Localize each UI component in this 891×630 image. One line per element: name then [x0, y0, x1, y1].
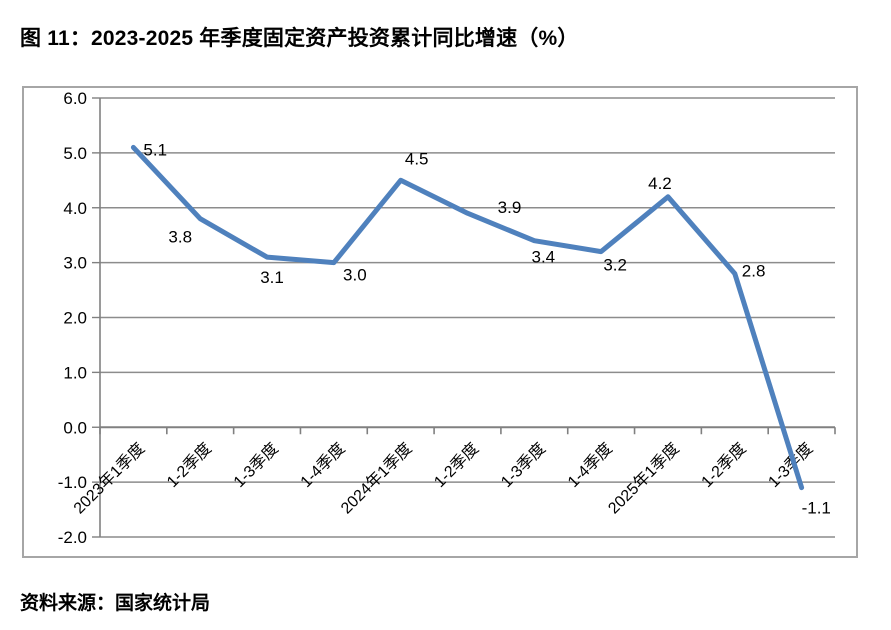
- data-label: -1.1: [802, 499, 831, 518]
- data-label: 3.4: [531, 248, 555, 267]
- y-axis-label: 4.0: [63, 199, 87, 218]
- x-axis-label: 1-4季度: [297, 439, 349, 491]
- data-label: 3.8: [168, 228, 192, 247]
- figure-title: 图 11：2023-2025 年季度固定资产投资累计同比增速（%）: [20, 27, 579, 50]
- chart-area: 6.0 5.0 4.0 3.0 2.0 1.0 0.0 -1.0 -2.0 2023年1季度 1-2…: [22, 86, 858, 558]
- y-axis-label: -2.0: [58, 528, 87, 547]
- data-label: 3.9: [498, 198, 522, 217]
- data-label: 5.1: [143, 140, 167, 159]
- data-label: 4.2: [648, 174, 672, 193]
- y-axis-label: 2.0: [63, 309, 87, 328]
- y-axis-label: 0.0: [63, 418, 87, 437]
- y-axis-label: 1.0: [63, 363, 87, 382]
- y-axis-label: 5.0: [63, 144, 87, 163]
- data-label: 3.0: [343, 266, 367, 285]
- x-axis-label: 1-4季度: [564, 439, 616, 491]
- series-line: [130, 144, 805, 491]
- data-label: 4.5: [405, 149, 429, 168]
- x-axis-label: 1-2季度: [431, 439, 483, 491]
- y-axis-label: -1.0: [58, 473, 87, 492]
- data-label: 2.8: [742, 262, 766, 281]
- data-label: 3.2: [603, 256, 627, 275]
- x-axis-label: 1-2季度: [698, 439, 750, 491]
- y-axis-label: 6.0: [63, 89, 87, 108]
- x-axis-label: 2025年1季度: [605, 439, 683, 517]
- x-axis-label: 1-2季度: [163, 439, 215, 491]
- x-axis-label: 2024年1季度: [337, 439, 415, 517]
- x-axis-label: 1-3季度: [497, 439, 549, 491]
- data-label: 3.1: [260, 268, 284, 287]
- x-axis-label: 1-3季度: [230, 439, 282, 491]
- y-axis-label: 3.0: [63, 254, 87, 273]
- source-note: 资料来源：国家统计局: [20, 593, 211, 614]
- chart-border: [22, 86, 858, 558]
